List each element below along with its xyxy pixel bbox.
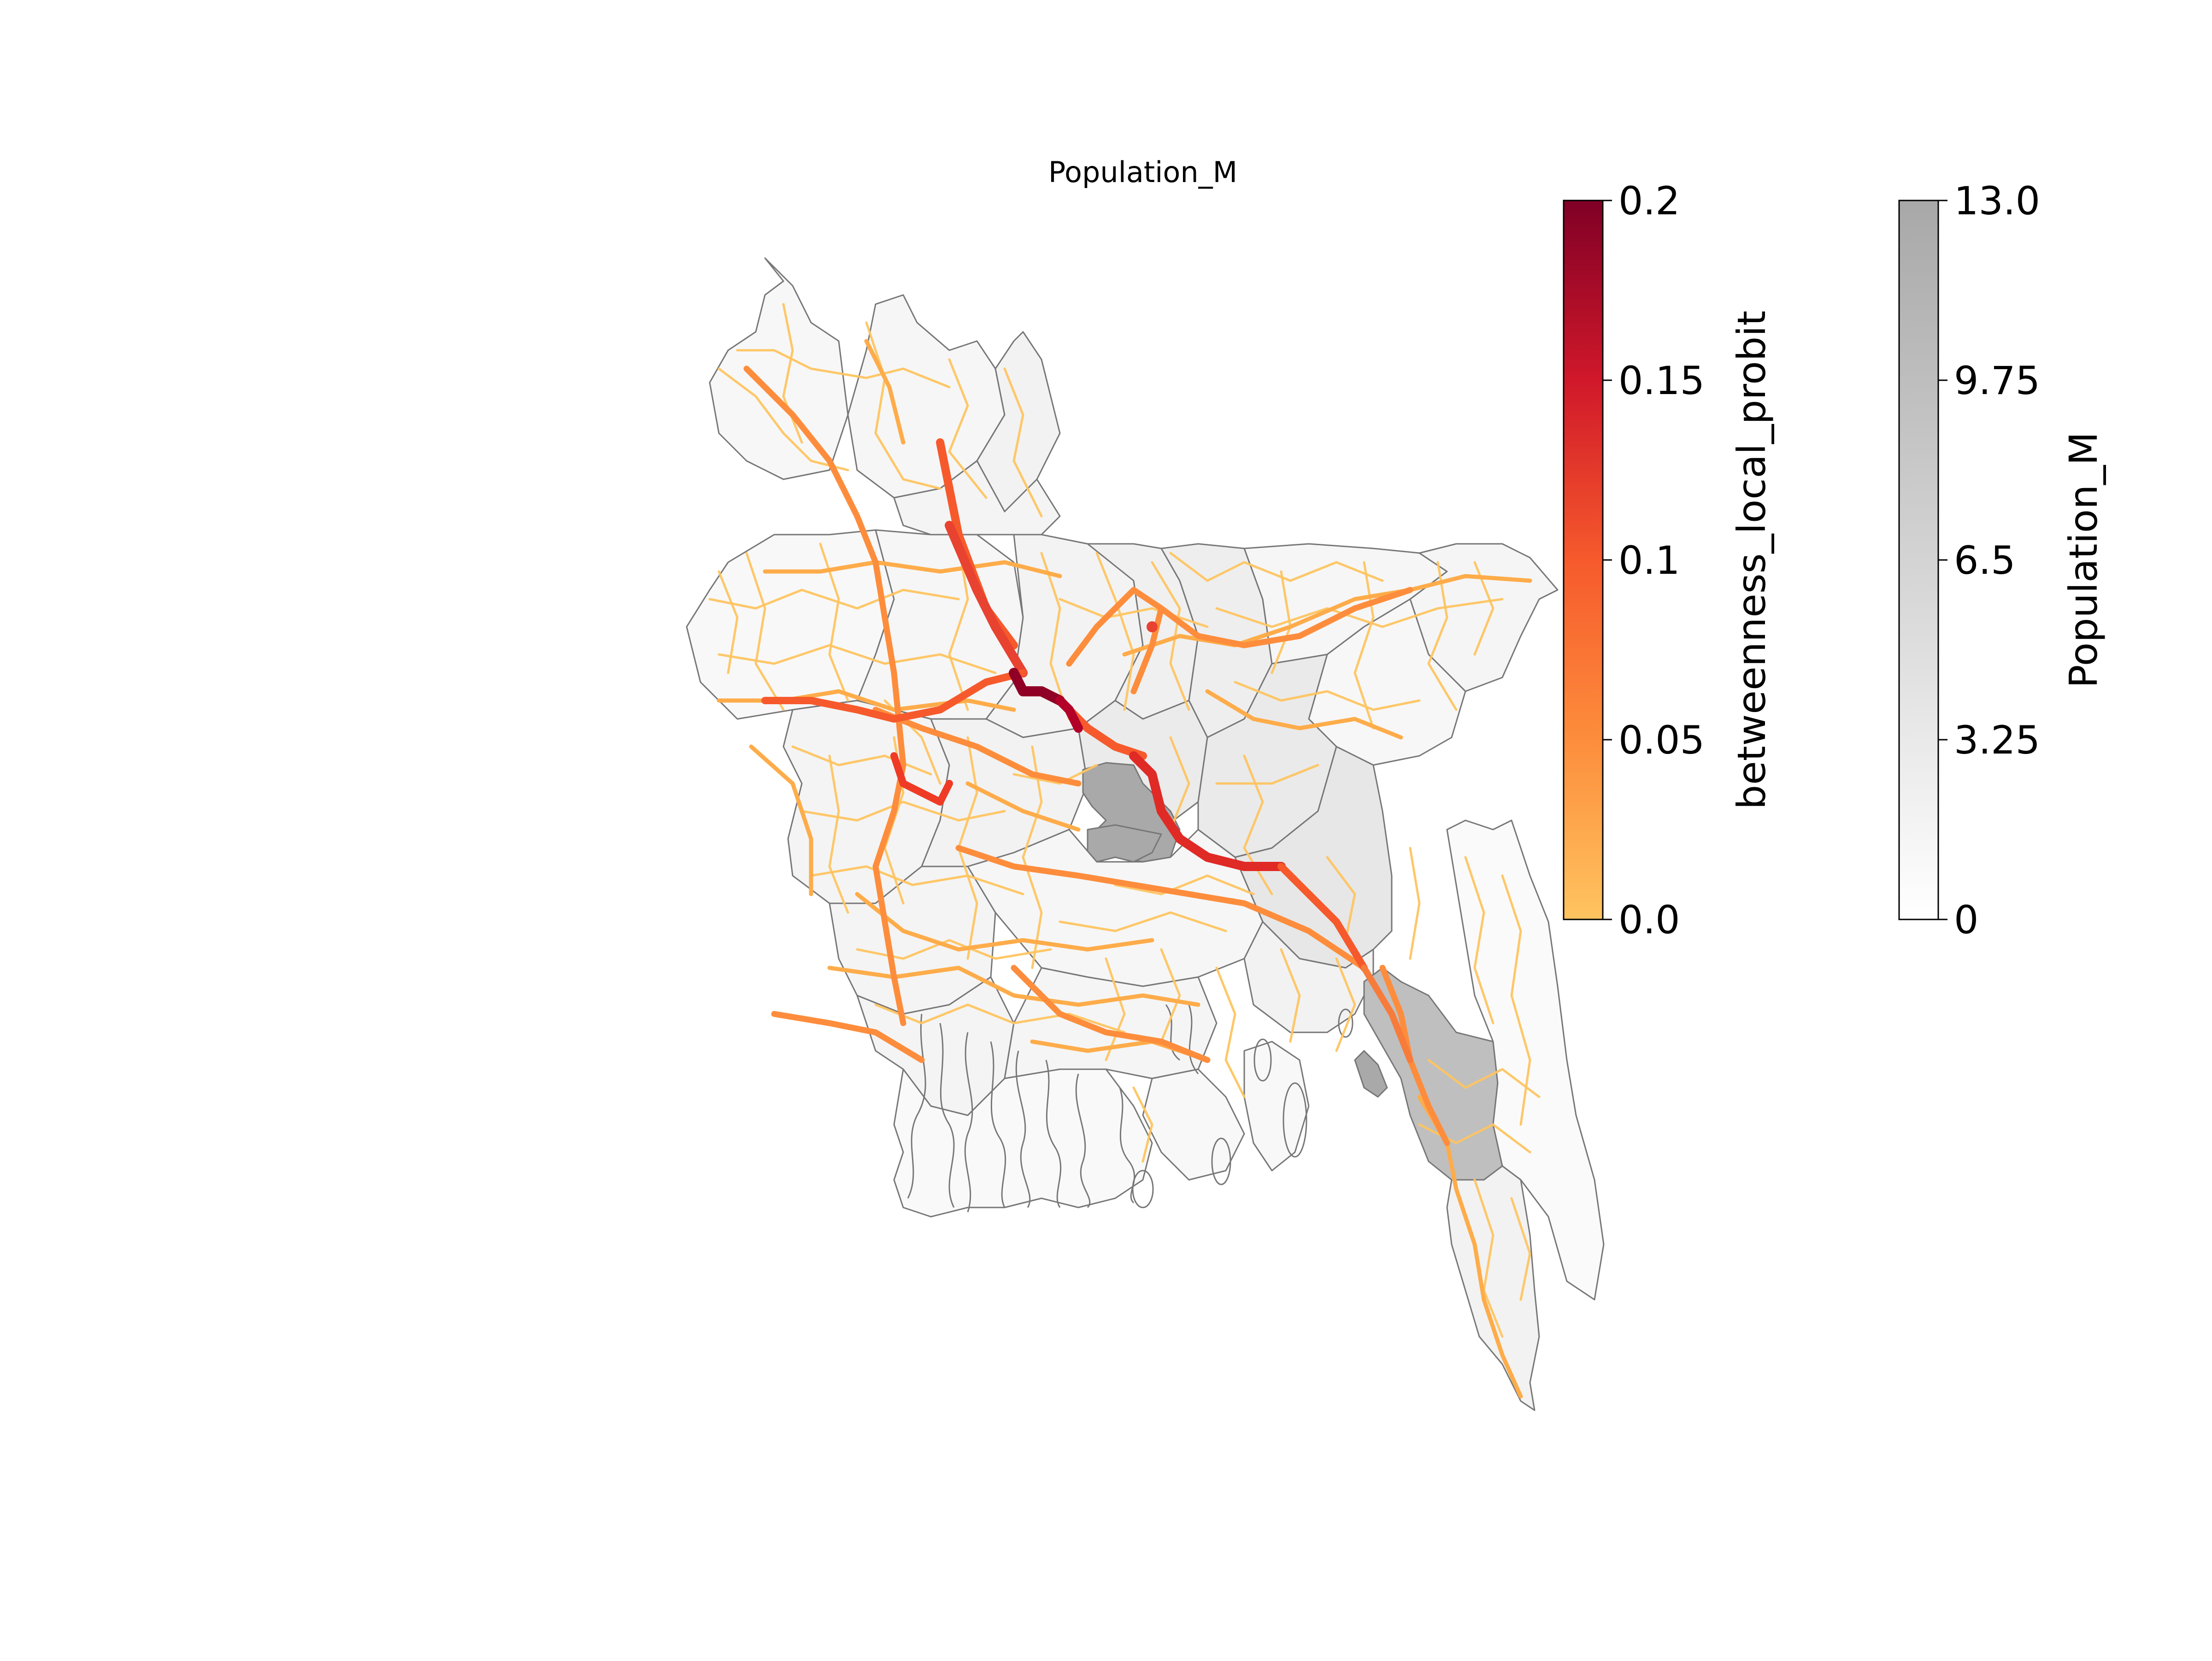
delta-coastline-layer <box>907 1004 1353 1213</box>
district-rangamati <box>1446 819 1605 1301</box>
colorbar-population-tick-label: 0 <box>1954 897 1978 942</box>
colorbar-betweenness: 0.0 0.05 0.1 0.15 0.2 betweenness_local_prob… <box>1563 178 1774 942</box>
district-layer <box>686 257 1605 1411</box>
colorbar-population: 0 3.25 6.5 9.75 13.0 Population_M <box>1898 178 2106 942</box>
colorbar-betweenness-tick-label: 0.1 <box>1618 538 1680 583</box>
colorbar-betweenness-tick-label: 0.2 <box>1618 178 1680 224</box>
colorbar-betweenness-ticks: 0.0 0.05 0.1 0.15 0.2 <box>1603 178 1705 942</box>
district-patuakhali <box>1142 1068 1245 1181</box>
district-barisal <box>1004 967 1218 1079</box>
district-noakhali <box>1243 921 1374 1033</box>
colorbar-betweenness-gradient <box>1563 200 1604 920</box>
colorbar-population-gradient <box>1898 200 1939 920</box>
colorbar-population-tick-label: 13.0 <box>1954 178 2040 224</box>
colorbar-population-tick-label: 3.25 <box>1954 718 2040 763</box>
major-roads <box>743 365 1450 1146</box>
district-rangpur-north <box>709 257 849 480</box>
high-betweenness-corridor <box>761 438 1413 1063</box>
colorbar-betweenness-tick-label: 0.05 <box>1618 718 1705 763</box>
district-hatiya <box>1354 1050 1388 1098</box>
district-rangpur-mid <box>893 460 1061 536</box>
minor-roads <box>708 303 1541 1338</box>
colorbar-betweenness-tick-label: 0.0 <box>1618 897 1680 942</box>
colorbar-betweenness-tick-label: 0.15 <box>1618 358 1705 403</box>
peak-betweenness-segment <box>1009 621 1158 733</box>
district-bhola <box>1243 1041 1310 1172</box>
road-network-layer <box>708 303 1541 1399</box>
colorbar-population-tick-label: 6.5 <box>1954 538 2016 583</box>
district-dinajpur <box>976 331 1061 512</box>
colorbar-population-ticks: 0 3.25 6.5 9.75 13.0 <box>1938 178 2040 942</box>
map-title: Population_M <box>1048 155 1237 189</box>
colorbar-population-label: Population_M <box>2061 432 2106 688</box>
colorbar-population-tick-label: 9.75 <box>1954 358 2040 403</box>
colorbar-betweenness-label: betweenness_local_probit <box>1729 311 1774 809</box>
